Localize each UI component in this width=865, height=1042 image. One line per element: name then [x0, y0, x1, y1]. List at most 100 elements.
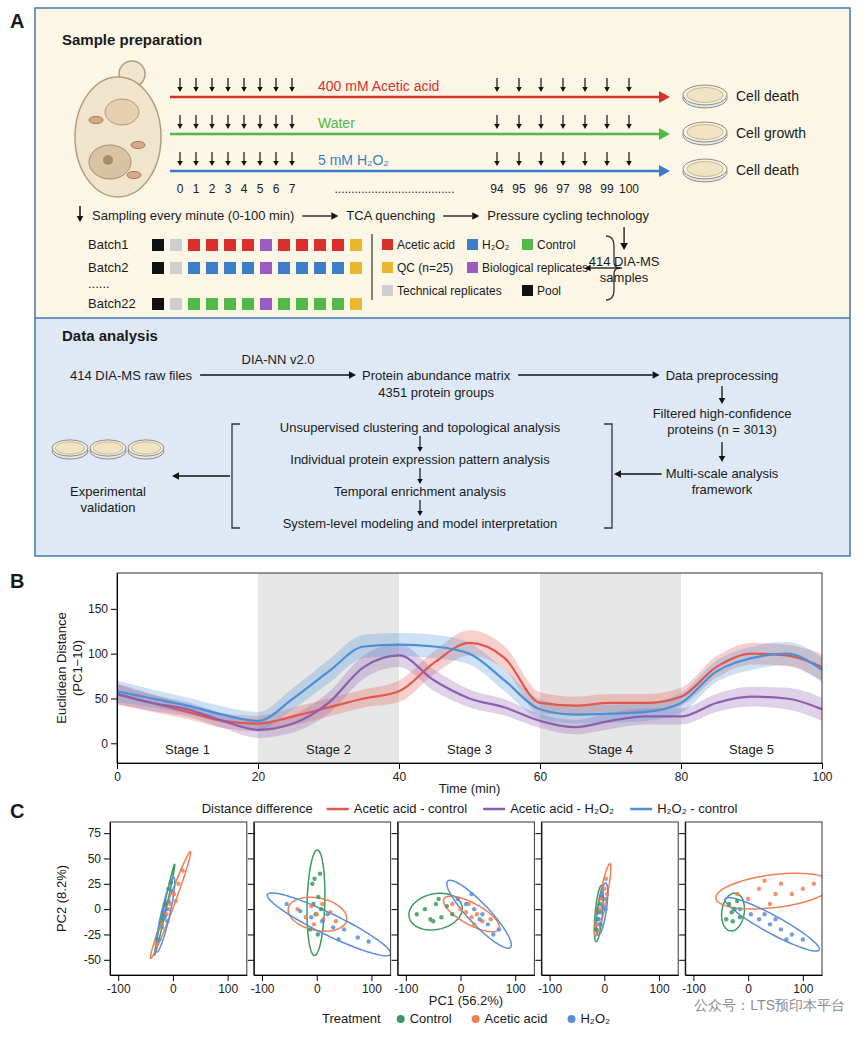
axis	[248, 823, 255, 976]
confidence-ellipse	[307, 850, 325, 955]
arrow-head	[494, 124, 500, 129]
tick-mark	[371, 975, 372, 981]
scatter-point	[773, 917, 777, 921]
tick-mark	[104, 858, 110, 859]
scatter-point	[298, 909, 302, 913]
confidence-ellipse	[443, 896, 499, 932]
plot-area	[267, 850, 390, 956]
tick-mark	[550, 975, 551, 981]
tick: 0	[114, 763, 121, 784]
scatter-point	[160, 925, 164, 929]
legend-separator	[371, 234, 372, 300]
tick-mark	[111, 743, 117, 744]
legend-label: Acetic acid - H₂O₂	[510, 801, 614, 816]
arrow-shaft	[275, 115, 276, 124]
tick-mark	[535, 960, 541, 961]
scatter-point	[480, 912, 484, 916]
axis: -50-250255075	[84, 823, 111, 976]
tick-mark	[535, 858, 541, 859]
well	[350, 262, 362, 274]
arrow-head	[349, 371, 356, 379]
tick: 100	[506, 975, 526, 996]
timepoint-label: 2	[209, 182, 216, 196]
tick: 100	[650, 975, 670, 996]
arrow-shaft	[195, 78, 196, 87]
tick	[392, 833, 398, 834]
scatter-point	[598, 922, 602, 926]
arrow-shaft	[170, 170, 659, 173]
well	[242, 262, 254, 274]
tick-mark	[803, 975, 804, 981]
dish-rim	[683, 122, 727, 142]
tick-mark	[248, 960, 254, 961]
arrow-head	[289, 124, 295, 129]
scatter-point	[356, 935, 360, 939]
arrow-head	[172, 472, 179, 480]
panel-a: ASample preparation400 mM Acetic acidCel…	[10, 8, 850, 556]
arrow-head	[494, 87, 500, 92]
tick	[535, 884, 541, 885]
petri-dish	[90, 440, 126, 459]
bracket	[232, 424, 240, 528]
well	[170, 298, 182, 310]
series-line	[117, 655, 822, 729]
axis	[392, 823, 399, 976]
tick	[248, 833, 254, 834]
well	[170, 239, 182, 251]
arrow-shaft	[227, 152, 228, 161]
tick	[392, 909, 398, 910]
legend: TreatmentControlAcetic acidH₂O₂	[322, 1011, 610, 1026]
arrow-head	[494, 161, 500, 166]
scatter-point	[431, 919, 435, 923]
tick	[248, 960, 254, 961]
arrow-shaft	[628, 152, 629, 161]
scatter-point	[318, 871, 322, 875]
tick: 100	[362, 975, 382, 996]
tick	[392, 858, 398, 859]
arrow-head	[257, 87, 263, 92]
confidence-ellipse	[156, 877, 175, 952]
plot-area	[716, 873, 822, 951]
well	[188, 298, 200, 310]
scatter-point	[342, 927, 346, 931]
arrow-shaft	[419, 468, 420, 479]
scatter-point	[284, 902, 288, 906]
arrow-head	[659, 128, 670, 140]
watermark: 公众号：LTS预印本平台	[694, 997, 845, 1013]
tick-mark	[535, 934, 541, 935]
arrow-shaft	[606, 152, 607, 161]
arrow-shaft	[259, 78, 260, 87]
petri-dish	[52, 440, 88, 459]
tick-mark	[258, 763, 259, 769]
well	[242, 298, 254, 310]
scatter-point	[784, 937, 788, 941]
arrow-shaft	[259, 152, 260, 161]
scatter-point	[450, 902, 454, 906]
arrow-head	[604, 124, 610, 129]
axis-title: Euclidean Distance	[54, 612, 69, 723]
arrow-head	[273, 161, 279, 166]
tick: -100	[538, 975, 562, 996]
arrow-head	[289, 161, 295, 166]
well	[152, 239, 164, 251]
arrow-head	[273, 124, 279, 129]
legend-label: H₂O₂	[482, 238, 510, 252]
tick-label: -100	[107, 982, 131, 996]
arrow-head	[225, 124, 231, 129]
scatter-point	[163, 915, 167, 919]
scatter-point	[600, 892, 604, 896]
tick-label: 100	[650, 982, 670, 996]
flow-node: Protein abundance matrix	[362, 368, 511, 383]
arrow-head	[193, 161, 199, 166]
batch-label: Batch1	[88, 237, 128, 252]
legend-swatch	[630, 808, 652, 811]
stage-label: Stage 5	[729, 742, 774, 757]
arrow-shaft	[259, 115, 260, 124]
tick	[392, 884, 398, 885]
arrow-shaft	[211, 152, 212, 161]
scatter-point	[738, 915, 742, 919]
tick	[535, 909, 541, 910]
well	[188, 239, 200, 251]
arrow-head	[241, 161, 247, 166]
timepoint-label: 100	[619, 182, 639, 196]
